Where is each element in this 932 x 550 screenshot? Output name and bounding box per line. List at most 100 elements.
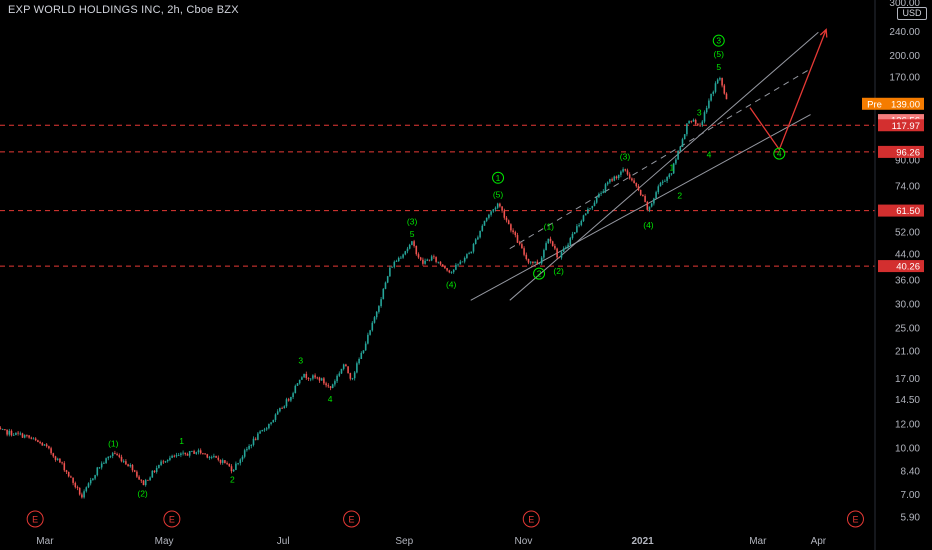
wave-label: (2)	[553, 266, 564, 276]
candle-body	[237, 463, 239, 464]
candle-body	[650, 203, 653, 207]
candle-body	[408, 244, 411, 249]
candle-body	[600, 193, 602, 194]
candle-body	[521, 244, 523, 249]
candle-body	[703, 112, 706, 122]
candle-body	[138, 476, 140, 480]
candle-body	[611, 179, 613, 181]
earnings-marker[interactable]	[846, 510, 864, 528]
chart-title: EXP WORLD HOLDINGS INC, 2h, Cboe BZX	[8, 4, 239, 16]
price-level-badge: 40.26	[896, 262, 920, 273]
candle-body	[21, 433, 24, 438]
candle-body	[666, 177, 668, 181]
candle-body	[373, 317, 376, 323]
candle-body	[265, 428, 268, 430]
candle-body	[468, 253, 470, 255]
candle-body	[556, 248, 558, 258]
candle-body	[353, 372, 356, 379]
candle-body	[252, 438, 255, 445]
candle-body	[681, 139, 684, 147]
candle-body	[248, 445, 250, 449]
candle-body	[448, 270, 451, 273]
wave-label: 3	[716, 36, 721, 46]
earnings-marker[interactable]	[26, 510, 44, 528]
candle-body	[81, 494, 83, 498]
candle-body	[679, 146, 682, 152]
candle-body	[116, 454, 118, 456]
candle-body	[92, 478, 94, 480]
candle-body	[279, 408, 281, 412]
candle-body	[356, 363, 358, 373]
candle-body	[129, 464, 132, 467]
candle-body	[595, 197, 598, 203]
candle-body	[699, 124, 701, 126]
y-tick-label: 10.00	[895, 444, 920, 455]
candle-body	[345, 364, 347, 367]
projection-path	[749, 29, 827, 151]
candle-body	[270, 422, 272, 424]
y-tick-label: 44.00	[895, 249, 920, 260]
candle-body	[602, 191, 605, 194]
candle-body	[54, 456, 57, 460]
candle-body	[622, 169, 624, 172]
y-tick-label: 25.00	[895, 323, 920, 334]
earnings-marker[interactable]	[522, 510, 540, 528]
candle-body	[76, 487, 79, 488]
candle-body	[587, 208, 589, 214]
candle-body	[281, 408, 283, 409]
candle-body	[598, 193, 600, 198]
candle-body	[285, 399, 288, 407]
x-tick-label: Mar	[36, 536, 54, 547]
candle-body	[543, 250, 545, 258]
wave-label: (5)	[714, 49, 725, 59]
candle-body	[628, 174, 631, 179]
candle-body	[331, 384, 334, 388]
earnings-marker[interactable]	[343, 510, 361, 528]
candle-body	[325, 383, 327, 386]
candle-body	[259, 431, 261, 434]
candle-body	[334, 381, 336, 385]
price-level-badge-bg	[878, 145, 924, 158]
candle-body	[133, 470, 136, 472]
candle-body	[655, 192, 657, 199]
time-axis[interactable]: Mar May Jul Sep Nov 2021 Mar Apr	[36, 536, 827, 547]
candle-body	[439, 261, 442, 265]
candle-body	[327, 385, 330, 387]
candle-body	[122, 461, 125, 463]
candle-body	[217, 457, 220, 460]
candle-body	[644, 196, 646, 202]
candle-body	[63, 463, 66, 471]
channel-line	[509, 69, 809, 250]
candle-body	[274, 414, 277, 420]
candle-body	[362, 350, 365, 353]
candle-body	[714, 83, 717, 92]
y-tick-label: 300.00	[889, 0, 920, 9]
candle-body	[455, 264, 457, 270]
x-tick-label: Nov	[515, 536, 533, 547]
earnings-marker[interactable]	[163, 510, 181, 528]
candle-body	[397, 257, 400, 262]
candle-body	[193, 450, 195, 454]
candle-body	[510, 224, 512, 231]
candle-body	[268, 423, 270, 429]
candle-body	[576, 226, 578, 233]
candle-body	[4, 429, 6, 430]
candle-body	[290, 397, 292, 401]
price-axis[interactable]: 300.00 240.00 200.00 170.00 90.00 74.00 52.00 4…	[889, 0, 920, 524]
wave-label: 5	[410, 229, 415, 239]
candle-body	[459, 261, 462, 265]
candle-body	[549, 238, 552, 242]
candle-body	[197, 450, 200, 453]
candle-body	[534, 261, 536, 263]
candle-body	[153, 470, 156, 472]
candle-body	[384, 282, 387, 289]
currency-badge[interactable]: USD	[897, 7, 927, 20]
candle-body	[415, 245, 418, 255]
price-level-badge-bg	[878, 260, 924, 273]
candle-body	[375, 311, 378, 318]
y-tick-label: 170.00	[889, 72, 920, 83]
horizontal-levels	[0, 124, 875, 267]
y-tick-label: 5.90	[901, 513, 921, 524]
